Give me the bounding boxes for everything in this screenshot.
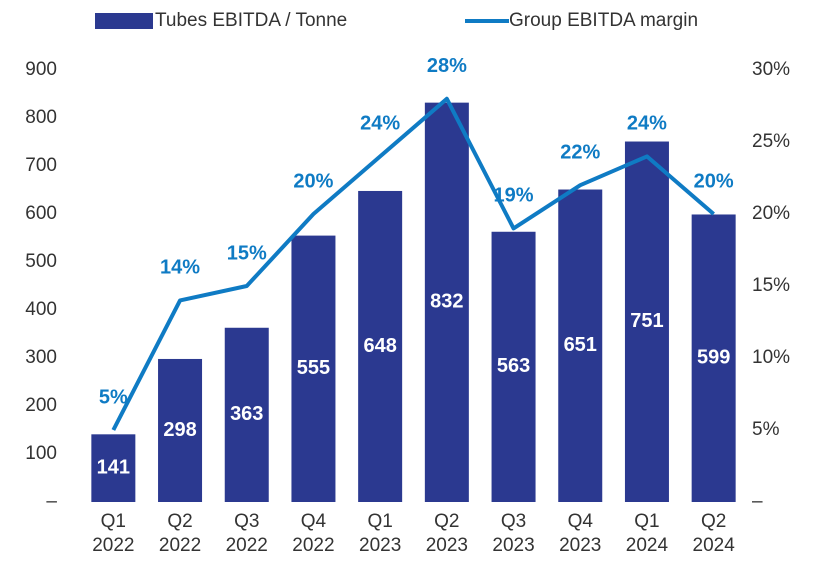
x-tick-label: Q2 2024 — [692, 511, 735, 556]
x-tick-label: Q4 2022 — [292, 511, 335, 556]
line-value-label: 14% — [160, 257, 200, 279]
bar-value-label: 563 — [497, 355, 530, 377]
legend-label: Tubes EBITDA / Tonne — [155, 10, 347, 31]
bar-value-label: 599 — [697, 347, 730, 369]
y-tick-label: – — [46, 491, 57, 512]
bar-value-label: 651 — [564, 334, 597, 356]
y2-tick-label: 5% — [752, 419, 780, 440]
y-tick-label: 500 — [25, 251, 57, 272]
x-tick-label: Q2 2023 — [425, 511, 468, 556]
x-tick-label: Q3 2023 — [492, 511, 535, 556]
bar-value-label: 141 — [97, 456, 130, 478]
bar — [224, 327, 269, 502]
y-tick-label: 900 — [25, 59, 57, 80]
line-value-label: 20% — [293, 170, 333, 192]
y2-tick-label: 25% — [752, 131, 790, 152]
y-tick-label: 700 — [25, 155, 57, 176]
y2-tick-label: – — [752, 491, 763, 512]
x-tick-label: Q1 2024 — [625, 511, 669, 556]
bar — [358, 190, 403, 502]
line-value-label: 24% — [627, 113, 667, 135]
bar-value-label: 832 — [430, 291, 463, 313]
bar-value-label: 648 — [363, 335, 396, 357]
bar — [491, 231, 536, 502]
bar — [91, 434, 136, 502]
x-tick-label: Q1 2023 — [359, 511, 402, 556]
legend-swatch — [95, 13, 153, 29]
line-value-label: 20% — [694, 170, 734, 192]
line-value-label: 5% — [99, 386, 128, 408]
y2-tick-label: 20% — [752, 203, 790, 224]
y2-tick-label: 30% — [752, 59, 790, 80]
bar-value-label: 298 — [163, 419, 196, 441]
x-tick-label: Q2 2022 — [158, 511, 202, 556]
y2-tick-label: 15% — [752, 275, 790, 296]
bar-value-label: 751 — [630, 310, 663, 332]
x-tick-label: Q1 2022 — [92, 511, 135, 556]
bar — [158, 358, 203, 502]
y-tick-label: 400 — [25, 299, 57, 320]
y-tick-label: 200 — [25, 395, 57, 416]
legend-label: Group EBITDA margin — [509, 10, 698, 31]
line — [111, 96, 715, 431]
line-value-label: 19% — [494, 185, 534, 207]
bar — [624, 141, 669, 502]
bar-value-label: 555 — [297, 357, 330, 379]
line-value-label: 28% — [427, 55, 467, 77]
y-tick-label: 300 — [25, 347, 57, 368]
y-tick-label: 100 — [25, 443, 57, 464]
bar-value-label: 363 — [230, 403, 263, 425]
line-value-label: 22% — [560, 141, 600, 163]
bar — [691, 214, 736, 503]
y-tick-label: 800 — [25, 107, 57, 128]
x-tick-label: Q4 2023 — [559, 511, 602, 556]
line-value-label: 15% — [227, 242, 267, 264]
bar — [424, 102, 469, 502]
line-value-label: 24% — [360, 113, 400, 135]
bar — [558, 189, 603, 502]
x-tick-label: Q3 2022 — [225, 511, 268, 556]
y2-tick-label: 10% — [752, 347, 790, 368]
bar — [291, 235, 336, 502]
y-tick-label: 600 — [25, 203, 57, 224]
